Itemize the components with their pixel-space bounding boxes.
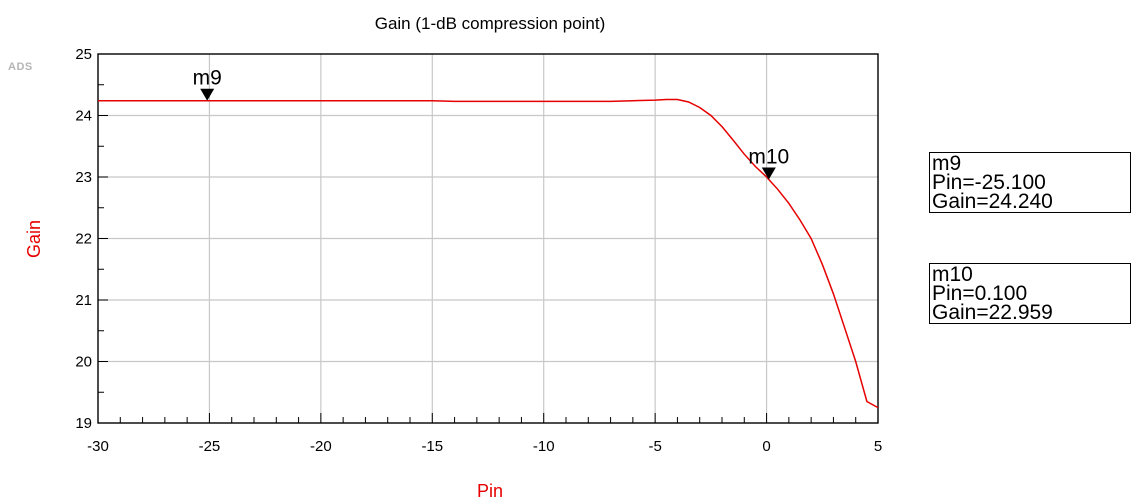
x-tick-label: -25 bbox=[199, 438, 221, 455]
readout-name: m10 bbox=[932, 263, 973, 286]
readout-gain: Gain=24.240 bbox=[932, 190, 1053, 213]
x-tick-label: 5 bbox=[874, 438, 882, 455]
y-tick-label: 24 bbox=[75, 108, 92, 125]
y-tick-label: 25 bbox=[75, 46, 92, 63]
x-tick-label: 0 bbox=[762, 438, 770, 455]
x-tick-label: -20 bbox=[310, 438, 332, 455]
x-tick-label: -30 bbox=[87, 438, 109, 455]
markers: m9 m10 bbox=[193, 67, 789, 180]
ads-logo: ADS bbox=[8, 61, 33, 73]
y-tick-label: 23 bbox=[75, 169, 92, 186]
readout-pin: Pin=-25.100 bbox=[932, 171, 1046, 194]
ticks bbox=[97, 53, 879, 424]
x-tick-label: -15 bbox=[421, 438, 443, 455]
grid bbox=[98, 54, 878, 423]
y-axis-label: Gain bbox=[24, 220, 44, 258]
y-tick-label: 22 bbox=[75, 231, 92, 248]
marker-triangle-m9 bbox=[200, 88, 215, 101]
x-axis-label: Pin bbox=[477, 481, 503, 501]
readout-gain: Gain=22.959 bbox=[932, 301, 1053, 324]
y-tick-label: 20 bbox=[75, 354, 92, 371]
marker-label-m10: m10 bbox=[748, 146, 789, 169]
marker-label-m9: m9 bbox=[193, 67, 222, 90]
x-tick-label: -5 bbox=[648, 438, 661, 455]
x-tick-label: -10 bbox=[533, 438, 555, 455]
y-tick-labels: 19 20 21 22 23 24 25 bbox=[75, 46, 92, 432]
chart-title: Gain (1-dB compression point) bbox=[375, 14, 606, 33]
x-tick-labels: -30 -25 -20 -15 -10 -5 0 5 bbox=[87, 438, 882, 455]
gain-curve bbox=[98, 98, 879, 409]
readout-name: m9 bbox=[932, 152, 962, 175]
marker-triangle-m10 bbox=[761, 167, 776, 180]
marker-readout-m9: m9 Pin=-25.100 Gain=24.240 bbox=[929, 152, 1131, 213]
y-tick-label: 19 bbox=[75, 415, 92, 432]
y-tick-label: 21 bbox=[75, 292, 92, 309]
readout-pin: Pin=0.100 bbox=[932, 282, 1028, 305]
marker-readout-m10: m10 Pin=0.100 Gain=22.959 bbox=[929, 263, 1131, 324]
